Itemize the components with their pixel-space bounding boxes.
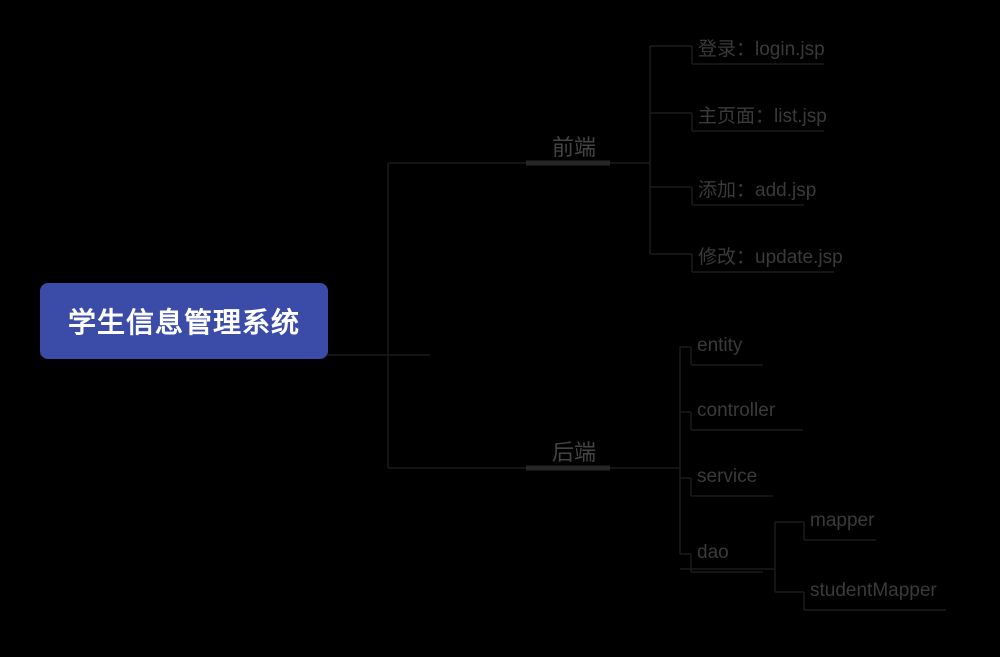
root-label: 学生信息管理系统 xyxy=(68,307,300,338)
leaf-backend-entity: entity xyxy=(697,335,742,357)
leaf-dao-studentmapper: studentMapper xyxy=(810,580,937,602)
leaf-dao-mapper: mapper xyxy=(810,510,874,532)
leaf-frontend-updatejsp: 修改：update.jsp xyxy=(698,242,843,269)
leaf-frontend-loginjsp: 登录：login.jsp xyxy=(698,34,825,61)
leaf-backend-controller: controller xyxy=(697,400,775,422)
root-node: 学生信息管理系统 xyxy=(40,283,328,359)
leaf-frontend-listjsp: 主页面：list.jsp xyxy=(698,101,827,128)
leaf-backend-service: service xyxy=(697,466,757,488)
leaf-frontend-addjsp: 添加：add.jsp xyxy=(698,175,816,202)
backend-branch-label: 后端 xyxy=(552,435,596,467)
frontend-branch-label: 前端 xyxy=(552,130,596,162)
leaf-backend-dao: dao xyxy=(697,542,729,564)
